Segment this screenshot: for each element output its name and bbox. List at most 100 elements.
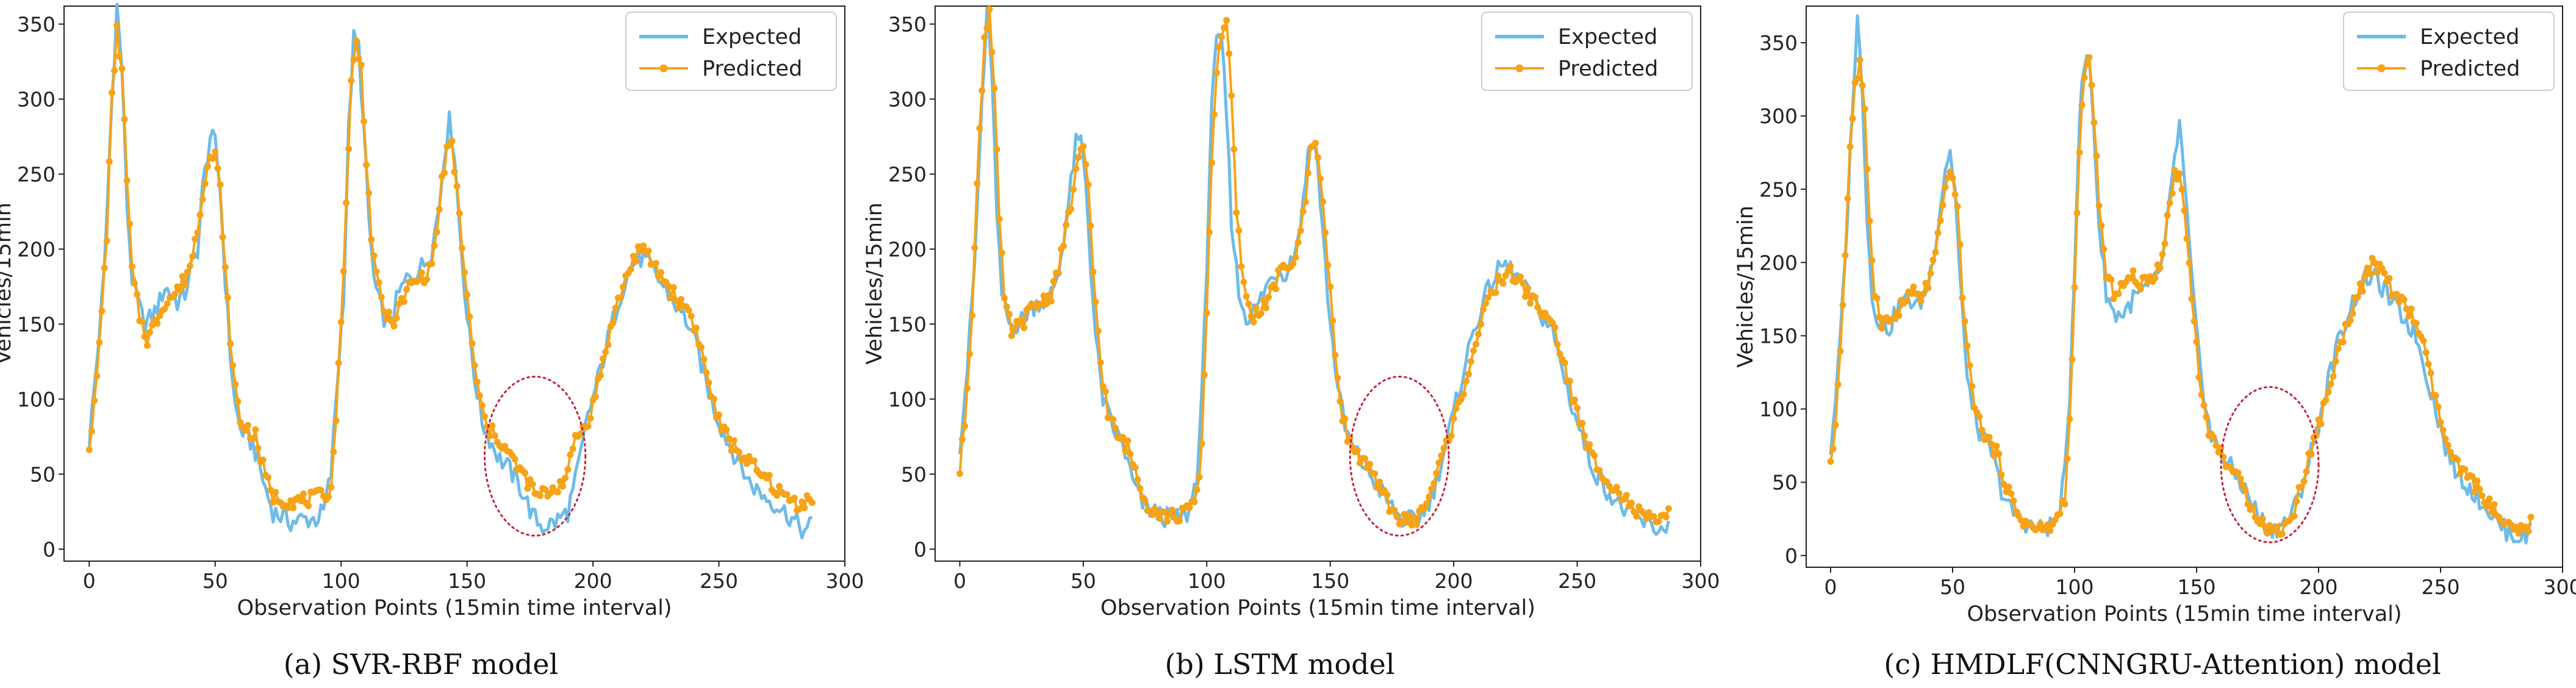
predicted-point xyxy=(1504,268,1512,275)
predicted-point xyxy=(1920,290,1927,298)
predicted-point xyxy=(2442,435,2449,443)
predicted-point xyxy=(2095,202,2103,209)
predicted-point xyxy=(357,61,365,68)
predicted-point xyxy=(88,428,95,435)
predicted-point xyxy=(181,282,188,289)
predicted-point xyxy=(1080,143,1087,150)
predicted-point xyxy=(964,384,971,392)
predicted-point xyxy=(501,443,509,450)
predicted-point xyxy=(1554,341,1561,348)
predicted-point xyxy=(1968,383,1976,390)
predicted-point xyxy=(1849,115,1856,122)
predicted-point xyxy=(2454,456,2461,464)
predicted-point xyxy=(1334,374,1341,381)
predicted-point xyxy=(1438,452,1445,459)
predicted-point xyxy=(1961,318,1968,325)
predicted-point xyxy=(297,497,304,504)
predicted-point xyxy=(986,5,993,13)
predicted-point xyxy=(1468,358,1474,365)
predicted-point xyxy=(468,340,476,347)
predicted-point xyxy=(1534,304,1541,311)
predicted-point xyxy=(1374,484,1381,492)
predicted-point xyxy=(383,315,390,323)
predicted-point xyxy=(163,300,171,307)
legend-expected-label: Expected xyxy=(702,25,802,49)
predicted-point xyxy=(2010,497,2017,504)
predicted-point xyxy=(956,470,963,477)
predicted-point xyxy=(254,445,262,452)
predicted-point xyxy=(287,497,295,504)
predicted-point xyxy=(542,486,549,493)
predicted-point xyxy=(996,215,1003,223)
predicted-point xyxy=(1198,440,1205,447)
predicted-point xyxy=(1245,301,1252,307)
predicted-point xyxy=(1186,504,1193,511)
predicted-point xyxy=(2327,381,2334,387)
predicted-point xyxy=(2291,512,2298,520)
predicted-point xyxy=(121,116,128,123)
predicted-point xyxy=(2308,451,2315,458)
x-tick-label: 250 xyxy=(1558,569,1596,593)
predicted-point xyxy=(2064,455,2071,462)
predicted-point xyxy=(1440,445,1448,452)
predicted-point xyxy=(2073,209,2081,217)
predicted-point xyxy=(196,211,204,218)
predicted-point xyxy=(2427,370,2434,377)
predicted-point xyxy=(2432,392,2439,399)
predicted-point xyxy=(2093,152,2100,160)
predicted-point xyxy=(2439,426,2447,434)
predicted-point xyxy=(1038,301,1045,308)
predicted-point xyxy=(2129,267,2137,274)
predicted-point xyxy=(617,294,624,301)
predicted-point xyxy=(736,448,743,456)
predicted-point xyxy=(219,234,226,241)
predicted-point xyxy=(2461,466,2469,473)
predicted-point xyxy=(111,67,118,74)
y-tick-label: 0 xyxy=(1785,544,1798,568)
predicted-point xyxy=(149,321,156,329)
predicted-point xyxy=(466,313,473,320)
predicted-point xyxy=(2334,345,2342,352)
predicted-point xyxy=(1094,328,1102,335)
predicted-point xyxy=(285,504,292,511)
predicted-point xyxy=(2259,515,2266,522)
predicted-point xyxy=(345,145,353,152)
predicted-point xyxy=(1837,348,1844,355)
predicted-point xyxy=(209,155,217,162)
predicted-point xyxy=(2144,278,2151,285)
predicted-point xyxy=(1110,416,1116,423)
predicted-point xyxy=(741,454,748,462)
predicted-point xyxy=(1247,313,1255,320)
predicted-point xyxy=(1393,513,1401,520)
predicted-point xyxy=(1042,301,1050,307)
predicted-point xyxy=(1995,450,2003,457)
predicted-point xyxy=(2444,442,2452,449)
predicted-point xyxy=(1235,227,1243,234)
predicted-point xyxy=(1507,263,1514,270)
predicted-point xyxy=(1233,209,1240,216)
predicted-point xyxy=(171,290,179,298)
predicted-point xyxy=(1324,262,1332,269)
predicted-point xyxy=(1895,312,1903,320)
predicted-point xyxy=(415,276,423,284)
predicted-point xyxy=(335,359,342,367)
predicted-point xyxy=(710,395,717,403)
predicted-point xyxy=(524,485,531,492)
predicted-point xyxy=(2115,290,2122,298)
legend-predicted-marker xyxy=(1515,64,1524,73)
y-tick-label: 100 xyxy=(888,387,927,411)
predicted-point xyxy=(1571,396,1578,404)
predicted-point xyxy=(1257,310,1265,317)
predicted-point xyxy=(2037,520,2044,528)
predicted-point xyxy=(2078,101,2086,109)
predicted-point xyxy=(441,169,448,176)
predicted-point xyxy=(2195,374,2203,381)
predicted-point xyxy=(1398,519,1405,526)
predicted-point xyxy=(2366,270,2373,278)
predicted-point xyxy=(1122,448,1129,454)
legend-predicted-label: Predicted xyxy=(1558,57,1658,81)
predicted-point xyxy=(337,318,345,326)
chart-panel-b: 0 50 100 150 200 250 300 0 50 100 150 200 250 300 350 O… xyxy=(863,5,1720,620)
predicted-point xyxy=(418,269,425,276)
plot-frame xyxy=(63,5,845,562)
